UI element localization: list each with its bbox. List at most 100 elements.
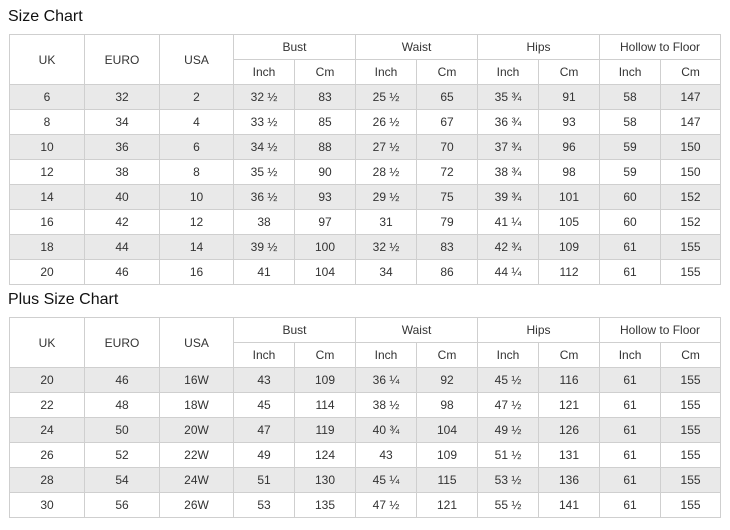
cell: 40 ¾ — [355, 417, 418, 443]
cell: 150 — [660, 134, 722, 160]
cell: 29 ½ — [355, 184, 418, 210]
cell: 52 — [84, 442, 160, 468]
cell: 61 — [599, 492, 662, 518]
cell: 130 — [293, 467, 357, 493]
cell: 36 ½ — [233, 184, 295, 210]
cell: 61 — [599, 234, 662, 260]
cell: 34 ½ — [233, 134, 295, 160]
cell: 155 — [660, 492, 722, 518]
cell: 136 — [538, 467, 601, 493]
data-row: 10 36 6 34 ½ 88 27 ½ 70 37 ¾ 96 59 150 — [9, 134, 722, 160]
cell: 24 — [9, 417, 85, 443]
cell: 100 — [293, 234, 357, 260]
cell: 39 ¾ — [477, 184, 540, 210]
unit-header: Inch — [599, 342, 662, 368]
cell: 59 — [599, 134, 662, 160]
unit-header: Inch — [355, 59, 418, 85]
cell: 86 — [416, 259, 479, 285]
unit-header: Cm — [293, 59, 357, 85]
cell: 109 — [416, 442, 479, 468]
unit-header: Inch — [233, 59, 295, 85]
cell: 41 ¼ — [477, 209, 540, 235]
cell: 28 — [9, 467, 85, 493]
cell: 59 — [599, 159, 662, 185]
cell: 155 — [660, 367, 722, 393]
cell: 26 — [9, 442, 85, 468]
size-table: UK EURO USA Bust Waist Hips Hollow to Floor Inc… — [9, 34, 722, 285]
cell: 60 — [599, 209, 662, 235]
unit-header: Cm — [538, 342, 601, 368]
cell: 47 — [233, 417, 295, 443]
group-header: Waist — [355, 34, 479, 60]
cell: 61 — [599, 417, 662, 443]
cell: 98 — [538, 159, 601, 185]
cell: 147 — [660, 84, 722, 110]
cell: 61 — [599, 392, 662, 418]
cell: 10 — [159, 184, 234, 210]
cell: 121 — [538, 392, 601, 418]
cell: 152 — [660, 184, 722, 210]
unit-header: Inch — [599, 59, 662, 85]
cell: 46 — [84, 367, 160, 393]
cell: 43 — [233, 367, 295, 393]
cell: 42 — [84, 209, 160, 235]
cell: 105 — [538, 209, 601, 235]
cell: 67 — [416, 109, 479, 135]
cell: 54 — [84, 467, 160, 493]
cell: 155 — [660, 259, 722, 285]
cell: 126 — [538, 417, 601, 443]
data-row: 12 38 8 35 ½ 90 28 ½ 72 38 ¾ 98 59 150 — [9, 159, 722, 185]
cell: 26W — [159, 492, 234, 518]
cell: 20W — [159, 417, 234, 443]
data-row: 24 50 20W 47 119 40 ¾ 104 49 ½ 126 61 155 — [9, 417, 722, 443]
cell: 70 — [416, 134, 479, 160]
group-header: Hips — [477, 317, 601, 343]
cell: 24W — [159, 467, 234, 493]
cell: 38 ½ — [355, 392, 418, 418]
cell: 49 — [233, 442, 295, 468]
cell: 16 — [159, 259, 234, 285]
section-title: Size Chart — [8, 8, 83, 25]
cell: 121 — [416, 492, 479, 518]
cell: 43 — [355, 442, 418, 468]
cell: 61 — [599, 467, 662, 493]
cell: 135 — [293, 492, 357, 518]
header-row: UK EURO USA Bust Waist Hips Hollow to Floor — [9, 34, 722, 85]
data-row: 14 40 10 36 ½ 93 29 ½ 75 39 ¾ 101 60 152 — [9, 184, 722, 210]
cell: 51 ½ — [477, 442, 540, 468]
cell: 92 — [416, 367, 479, 393]
cell: 85 — [293, 109, 357, 135]
cell: 49 ½ — [477, 417, 540, 443]
cell: 124 — [293, 442, 357, 468]
cell: 44 — [84, 234, 160, 260]
cell: 112 — [538, 259, 601, 285]
group-header: Bust — [232, 317, 357, 343]
cell: 32 ½ — [233, 84, 295, 110]
cell: 6 — [9, 84, 85, 110]
cell: 38 — [84, 159, 160, 185]
cell: 40 — [84, 184, 160, 210]
cell: 60 — [599, 184, 662, 210]
cell: 28 ½ — [355, 159, 418, 185]
cell: 131 — [538, 442, 601, 468]
data-row: 20 46 16 41 104 34 86 44 ¼ 112 61 155 — [9, 259, 722, 285]
cell: 35 ¾ — [477, 84, 540, 110]
cell: 2 — [159, 84, 234, 110]
cell: 22 — [9, 392, 85, 418]
cell: 30 — [9, 492, 85, 518]
size-table: UK EURO USA Bust Waist Hips Hollow to Floor Inc… — [9, 317, 722, 518]
cell: 44 ¼ — [477, 259, 540, 285]
cell: 61 — [599, 442, 662, 468]
cell: 48 — [84, 392, 160, 418]
cell: 38 — [233, 209, 295, 235]
cell: 150 — [660, 159, 722, 185]
cell: 93 — [293, 184, 357, 210]
cell: 36 — [84, 134, 160, 160]
cell: 35 ½ — [233, 159, 295, 185]
column-header: UK — [9, 317, 85, 368]
cell: 14 — [159, 234, 234, 260]
cell: 104 — [416, 417, 479, 443]
cell: 152 — [660, 209, 722, 235]
cell: 32 ½ — [355, 234, 418, 260]
